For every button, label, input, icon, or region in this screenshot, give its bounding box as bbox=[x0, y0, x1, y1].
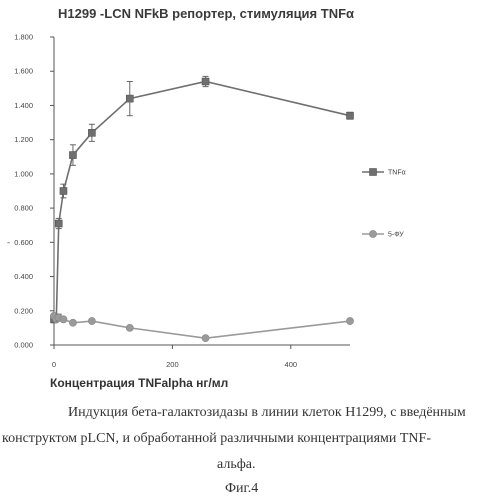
y-tick-label: 1.800 bbox=[14, 33, 33, 42]
data-point-square bbox=[347, 112, 354, 119]
data-point-circle bbox=[126, 324, 133, 331]
y-tick-label: 0.400 bbox=[14, 272, 33, 281]
data-point-square bbox=[60, 188, 67, 195]
series-line-2 bbox=[54, 316, 350, 338]
y-tick-label: 0.200 bbox=[14, 306, 33, 315]
data-point-circle bbox=[202, 335, 209, 342]
axis-annotation: - bbox=[7, 237, 10, 247]
data-point-circle bbox=[346, 317, 353, 324]
y-tick-label: 1.200 bbox=[14, 135, 33, 144]
legend-marker-circle bbox=[369, 230, 376, 237]
line-chart: 0.000 0.200 0.400 0.600 0.800 1.000 1.200 1.400… bbox=[0, 0, 481, 400]
y-tick-label: 1.600 bbox=[14, 67, 33, 76]
legend-marker-square bbox=[370, 169, 377, 176]
series-line-1 bbox=[54, 81, 350, 319]
x-tick-label: 200 bbox=[166, 360, 179, 369]
data-point-circle bbox=[60, 316, 67, 323]
legend-label: 5-ФУ bbox=[388, 232, 404, 239]
data-point-square bbox=[202, 78, 209, 85]
y-tick-label: 0.000 bbox=[14, 341, 33, 350]
data-point-square bbox=[69, 152, 76, 159]
chart-series bbox=[50, 76, 353, 341]
y-tick-label: 1.400 bbox=[14, 101, 33, 110]
figure-label: Фиг.4 bbox=[225, 481, 258, 497]
y-tick-label: 0.800 bbox=[14, 204, 33, 213]
data-point-circle bbox=[69, 319, 76, 326]
data-point-square bbox=[88, 129, 95, 136]
data-point-square bbox=[55, 220, 62, 227]
x-axis-label: Концентрация TNFalpha нг/мл bbox=[50, 376, 228, 390]
legend-label: TNFα bbox=[388, 170, 406, 177]
data-point-circle bbox=[88, 317, 95, 324]
chart-legend: TNFα 5-ФУ bbox=[362, 169, 406, 239]
x-tick-label: 400 bbox=[285, 360, 298, 369]
data-point-square bbox=[126, 95, 133, 102]
caption-line-3: альфа. bbox=[217, 457, 256, 473]
caption-line-1: Индукция бета-галактозидазы в линии клет… bbox=[68, 405, 466, 421]
x-tick-label: 0 bbox=[52, 360, 56, 369]
y-tick-label: 0.600 bbox=[14, 238, 33, 247]
caption-line-2: конструктом pLCN, и обработанной различн… bbox=[2, 431, 431, 447]
y-tick-label: 1.000 bbox=[14, 169, 33, 178]
